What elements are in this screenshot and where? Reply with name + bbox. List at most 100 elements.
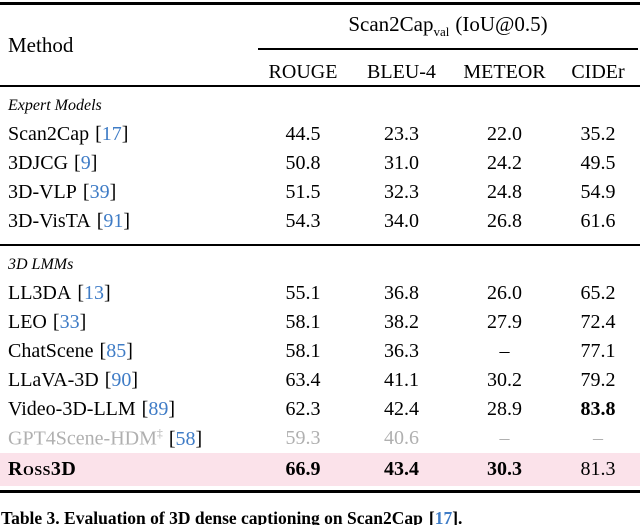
- citation-bracket: ]: [452, 508, 459, 525]
- citation-bracket: [: [77, 282, 84, 304]
- cell-rouge: 55.1: [285, 282, 321, 304]
- method-name: LLaVA-3D: [8, 369, 99, 391]
- citation-bracket: [: [141, 398, 149, 420]
- cell-meteor: 30.2: [487, 369, 522, 391]
- table-row: 3DJCG [9] 50.8 31.0 24.2 49.5: [0, 149, 640, 178]
- citation-link[interactable]: 17: [434, 508, 453, 525]
- method-name: 3D-VLP: [8, 181, 77, 203]
- method-name: ChatScene: [8, 340, 94, 362]
- method-cell: ChatScene [85]: [0, 340, 256, 363]
- table-caption: Table 3. Evaluation of 3D dense captioni…: [0, 507, 640, 525]
- citation-link[interactable]: 85: [106, 340, 127, 362]
- cell-rouge: 63.4: [285, 369, 321, 391]
- cell-cider: 54.9: [580, 181, 616, 203]
- table-bottom-rule: [0, 490, 640, 493]
- method-name: 3D-VisTA: [8, 210, 91, 232]
- cell-meteor: 26.0: [487, 282, 522, 304]
- citation-link[interactable]: 58: [175, 427, 196, 450]
- cell-meteor: 27.9: [487, 311, 522, 333]
- cell-meteor: –: [499, 427, 510, 449]
- citation-link[interactable]: 89: [148, 398, 169, 420]
- cell-rouge: 54.3: [285, 210, 321, 232]
- cell-cider: 35.2: [580, 123, 616, 145]
- citation-link[interactable]: 90: [111, 369, 132, 391]
- method-column-header: Method: [8, 33, 74, 57]
- column-header-cider: CIDEr: [571, 61, 625, 84]
- table-row: LL3DA [13] 55.1 36.8 26.0 65.2: [0, 279, 640, 308]
- cell-cider: 77.1: [580, 340, 616, 362]
- cell-bleu4: 41.1: [384, 369, 419, 391]
- cell-bleu4: 34.0: [384, 210, 419, 232]
- cell-cider: 61.6: [580, 210, 616, 232]
- method-cell: 3D-VLP [39]: [0, 181, 256, 204]
- cell-bleu4: 42.4: [384, 398, 419, 420]
- cell-cider: 81.3: [580, 458, 616, 480]
- cell-cider: 65.2: [580, 282, 616, 304]
- citation-bracket: ]: [90, 152, 98, 174]
- citation-bracket: [: [96, 210, 104, 232]
- table-row-dimmed: GPT4Scene-HDM‡ [58] 59.3 40.6 – –: [0, 424, 640, 453]
- citation-bracket: [: [104, 369, 112, 391]
- section-label: 3D LMMs: [8, 256, 74, 273]
- cell-bleu4: 40.6: [384, 427, 419, 449]
- citation-link[interactable]: 13: [84, 282, 104, 304]
- cell-rouge: 50.8: [285, 152, 321, 174]
- citation-link[interactable]: 17: [101, 123, 122, 145]
- method-name: LEO: [8, 311, 47, 333]
- cell-meteor: 28.9: [487, 398, 522, 420]
- citation-bracket: ]: [126, 340, 133, 362]
- benchmark-name: Scan2Cap: [348, 12, 434, 36]
- cell-cider-best: 83.8: [580, 398, 616, 420]
- section-expert-models: Expert Models Scan2Cap [17] 44.5 23.3 22.…: [0, 87, 640, 244]
- method-name: Video-3D-LLM: [8, 398, 136, 420]
- method-name: 3DJCG: [8, 152, 69, 174]
- citation-link[interactable]: 39: [89, 181, 110, 203]
- citation-bracket: ]: [104, 282, 111, 304]
- method-cell: GPT4Scene-HDM‡ [58]: [0, 426, 256, 451]
- double-dagger-superscript: ‡: [156, 426, 163, 441]
- citation: [17]: [95, 123, 128, 145]
- cell-bleu4: 36.3: [384, 340, 419, 362]
- table-top-rule: [0, 2, 640, 5]
- cell-rouge: 58.1: [285, 340, 321, 362]
- citation: [9]: [74, 152, 97, 174]
- citation-link[interactable]: 33: [59, 311, 80, 333]
- cell-bleu4: 32.3: [384, 181, 419, 203]
- citation: [58]: [169, 428, 202, 450]
- benchmark-group-header: Scan2Capval (IoU@0.5) ROUGE BLEU-4 METEOR…: [256, 11, 640, 85]
- citation-bracket: [: [168, 427, 176, 450]
- citation: [85]: [100, 340, 133, 362]
- table-header: Method Scan2Capval (IoU@0.5) ROUGE BLEU-4…: [0, 5, 640, 87]
- citation-bracket: ]: [109, 181, 117, 203]
- section-3d-lmms: 3D LMMs LL3DA [13] 55.1 36.8 26.0 65.2 LE…: [0, 246, 640, 490]
- section-label-row: Expert Models: [0, 91, 640, 120]
- cell-rouge: 51.5: [285, 181, 321, 203]
- table-row: Video-3D-LLM [89] 62.3 42.4 28.9 83.8: [0, 395, 640, 424]
- table-row: LEO [33] 58.1 38.2 27.9 72.4: [0, 308, 640, 337]
- cell-cider: 72.4: [580, 311, 616, 333]
- cell-meteor-best: 30.3: [487, 458, 522, 480]
- cell-bleu4: 31.0: [384, 152, 419, 174]
- citation-bracket: [: [52, 311, 60, 333]
- method-cell: LEO [33]: [0, 311, 256, 334]
- caption-period: .: [458, 508, 463, 525]
- cell-meteor: 26.8: [487, 210, 522, 232]
- citation-bracket: ]: [168, 398, 175, 420]
- citation-bracket: ]: [131, 369, 139, 391]
- column-header-rouge: ROUGE: [268, 61, 338, 84]
- citation-link[interactable]: 9: [80, 152, 91, 174]
- cell-rouge: 59.3: [285, 427, 321, 449]
- table-row: ChatScene [85] 58.1 36.3 – 77.1: [0, 337, 640, 366]
- citation: [90]: [105, 369, 138, 391]
- cell-meteor: 22.0: [487, 123, 522, 145]
- cell-bleu4-best: 43.4: [384, 458, 419, 480]
- citation-link[interactable]: 91: [103, 210, 124, 232]
- citation-bracket: ]: [195, 427, 203, 450]
- cell-bleu4: 23.3: [384, 123, 419, 145]
- cell-meteor: 24.8: [487, 181, 522, 203]
- benchmark-subscript: val: [433, 24, 450, 40]
- citation-bracket: [: [428, 508, 435, 525]
- cell-meteor: –: [499, 340, 510, 362]
- citation: [89]: [142, 398, 175, 420]
- section-divider-rule: [0, 244, 640, 246]
